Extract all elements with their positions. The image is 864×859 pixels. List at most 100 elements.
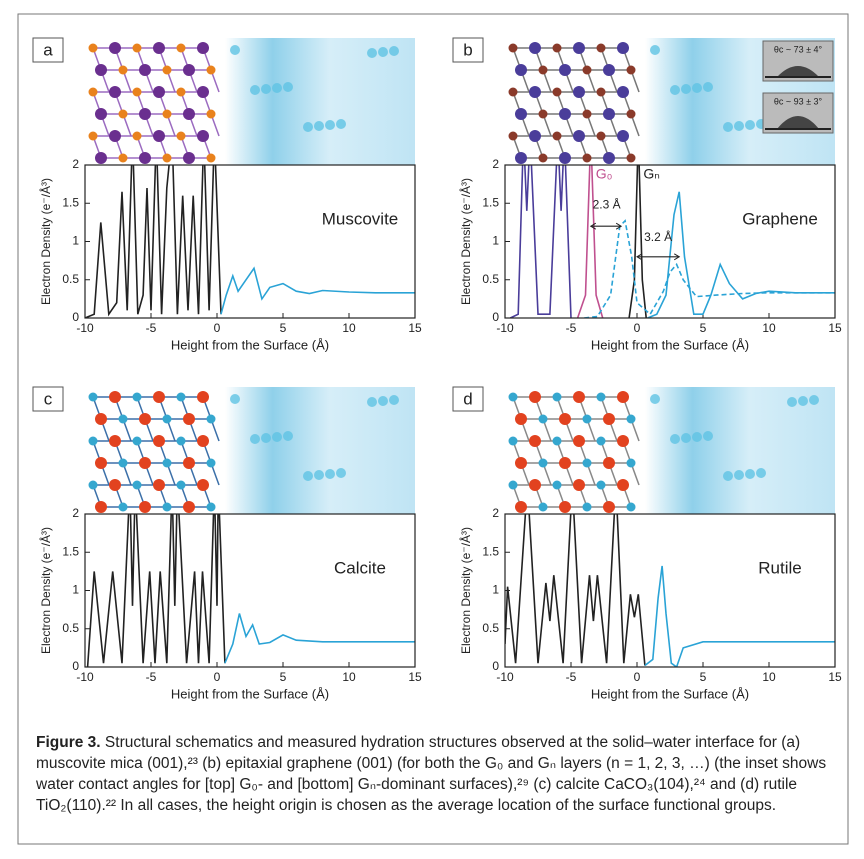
water-molecule — [692, 83, 702, 93]
water-molecule — [681, 433, 691, 443]
atom — [617, 479, 629, 491]
water-molecule — [230, 394, 240, 404]
water-molecule — [325, 120, 335, 130]
atom — [508, 43, 518, 53]
water-molecule — [303, 122, 313, 132]
y-tick-label: 2 — [492, 157, 499, 171]
atom — [132, 480, 142, 490]
y-tick-label: 1.5 — [62, 544, 79, 558]
water-molecule — [723, 122, 733, 132]
atom — [109, 479, 121, 491]
y-tick-label: 1.5 — [482, 195, 499, 209]
series-label: G₀ — [596, 166, 613, 182]
water-molecule — [367, 48, 377, 58]
panel-label-box — [32, 386, 64, 412]
atom — [176, 87, 186, 97]
atom — [626, 458, 636, 468]
atom — [596, 87, 606, 97]
atom — [573, 435, 585, 447]
x-tick-label: -10 — [496, 321, 514, 335]
water-molecule — [283, 431, 293, 441]
atom — [162, 458, 172, 468]
atom — [515, 64, 527, 76]
water-molecule — [272, 432, 282, 442]
droplet — [777, 66, 819, 77]
y-tick-label: 1 — [492, 583, 499, 597]
water-molecule — [681, 84, 691, 94]
x-tick-label: -5 — [566, 321, 577, 335]
x-tick-label: 10 — [762, 321, 776, 335]
atom — [617, 435, 629, 447]
atom — [109, 391, 121, 403]
atom — [183, 64, 195, 76]
atom — [118, 414, 128, 424]
atom — [88, 436, 98, 446]
atom — [206, 414, 216, 424]
atom — [197, 391, 209, 403]
atom — [95, 152, 107, 164]
atom — [538, 65, 548, 75]
atom — [183, 413, 195, 425]
atom — [538, 109, 548, 119]
structure-schematic — [452, 386, 835, 514]
y-tick-label: 0 — [72, 310, 79, 324]
atom — [515, 457, 527, 469]
atom — [88, 480, 98, 490]
atom — [529, 479, 541, 491]
atom — [139, 457, 151, 469]
x-tick-label: 15 — [828, 670, 842, 684]
plot-frame — [504, 513, 836, 668]
x-tick-label: 10 — [342, 321, 356, 335]
water-molecule — [734, 121, 744, 131]
atom — [95, 108, 107, 120]
plot-frame — [84, 513, 416, 668]
atom — [153, 42, 165, 54]
atom — [603, 413, 615, 425]
structure-schematic — [32, 386, 415, 514]
water-molecule — [650, 394, 660, 404]
structure-schematic — [452, 37, 835, 165]
atom — [118, 109, 128, 119]
atom — [118, 458, 128, 468]
atom — [596, 43, 606, 53]
x-tick-label: 5 — [280, 670, 287, 684]
atom — [95, 413, 107, 425]
water-region — [225, 38, 415, 165]
atom — [552, 392, 562, 402]
atom — [132, 436, 142, 446]
atom — [183, 501, 195, 513]
atom — [153, 391, 165, 403]
atom — [515, 501, 527, 513]
atom — [552, 131, 562, 141]
atom — [118, 65, 128, 75]
atom — [538, 502, 548, 512]
x-tick-label: -10 — [76, 321, 94, 335]
atom — [596, 436, 606, 446]
series-line — [220, 266, 415, 315]
atom — [617, 391, 629, 403]
atom — [162, 414, 172, 424]
y-axis-label: Electron Density (e⁻/Å³) — [458, 527, 473, 654]
water-molecule — [798, 396, 808, 406]
atom — [626, 109, 636, 119]
y-tick-label: 1.5 — [482, 544, 499, 558]
y-tick-label: 0.5 — [62, 621, 79, 635]
atom — [206, 153, 216, 163]
water-molecule — [336, 119, 346, 129]
x-tick-label: -10 — [496, 670, 514, 684]
atom — [197, 130, 209, 142]
atom — [508, 131, 518, 141]
water-molecule — [670, 434, 680, 444]
x-tick-label: 5 — [700, 670, 707, 684]
distance-label: 3.2 Å — [644, 229, 672, 244]
panel-label: d — [463, 389, 472, 408]
y-axis-label: Electron Density (e⁻/Å³) — [458, 178, 473, 305]
atom — [529, 391, 541, 403]
water-molecule — [314, 470, 324, 480]
water-molecule — [692, 432, 702, 442]
x-axis-label: Height from the Surface (Å) — [171, 686, 329, 701]
atom — [538, 414, 548, 424]
panel-label: b — [463, 40, 472, 59]
water-molecule — [703, 431, 713, 441]
